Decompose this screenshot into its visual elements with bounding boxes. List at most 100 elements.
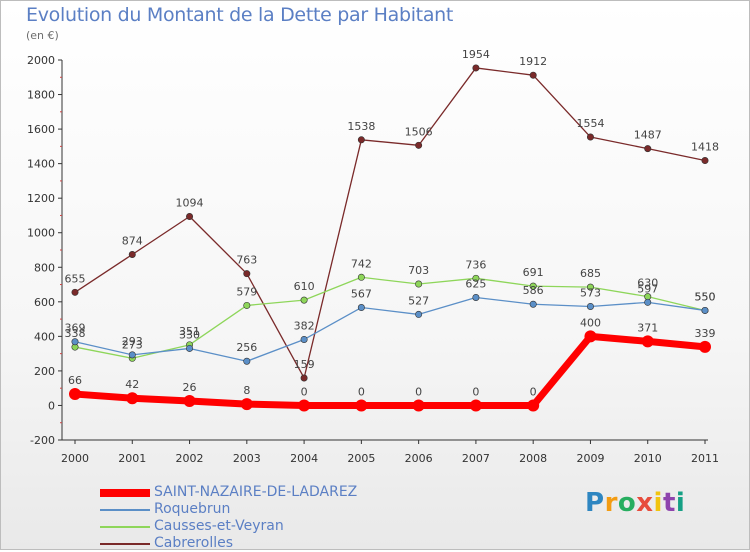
data-point — [412, 399, 425, 412]
x-tick-label: 2010 — [634, 452, 662, 465]
x-tick-label: 2006 — [405, 452, 433, 465]
y-tick-label: 1000 — [27, 227, 55, 240]
logo-letter: x — [636, 488, 654, 518]
data-label: 763 — [236, 254, 257, 267]
data-label: 0 — [530, 385, 537, 398]
legend-label: Roquebrun — [154, 501, 231, 517]
data-label: 330 — [179, 328, 200, 341]
data-point — [415, 310, 423, 318]
data-label: 625 — [465, 278, 486, 291]
logo-letter: r — [604, 488, 618, 518]
x-tick-label: 2008 — [519, 452, 547, 465]
data-point — [527, 399, 540, 412]
data-point — [415, 141, 423, 149]
data-point — [186, 212, 194, 220]
series-line — [74, 276, 706, 359]
x-tick-label: 2004 — [290, 452, 318, 465]
data-label: 273 — [122, 338, 143, 351]
x-tick-label: 2005 — [347, 452, 375, 465]
data-point — [529, 71, 537, 79]
data-point — [240, 398, 253, 411]
y-tick-label: 1600 — [27, 123, 55, 136]
data-label: 736 — [465, 258, 486, 271]
y-tick-label: 2000 — [27, 54, 55, 67]
data-label: 685 — [580, 267, 601, 280]
data-label: 382 — [294, 319, 315, 332]
data-point — [300, 335, 308, 343]
y-tick-label: 1800 — [27, 89, 55, 102]
data-point — [186, 344, 194, 352]
data-point — [701, 306, 709, 314]
y-tick-label: 200 — [34, 365, 55, 378]
data-point — [472, 293, 480, 301]
data-point — [469, 399, 482, 412]
data-label: 256 — [236, 341, 257, 354]
x-tick-label: 2007 — [462, 452, 490, 465]
data-label: 691 — [523, 266, 544, 279]
data-point — [529, 300, 537, 308]
data-label: 1554 — [576, 117, 604, 130]
data-label: 550 — [695, 290, 716, 303]
data-label: 1912 — [519, 55, 547, 68]
y-tick-label: 1200 — [27, 192, 55, 205]
data-point — [415, 280, 423, 288]
data-point — [586, 302, 594, 310]
data-point — [357, 273, 365, 281]
x-tick-label: 2002 — [176, 452, 204, 465]
data-point — [586, 133, 594, 141]
data-label: 0 — [415, 385, 422, 398]
data-label: 655 — [65, 272, 86, 285]
data-point — [243, 301, 251, 309]
data-label: 597 — [637, 282, 658, 295]
data-label: 293 — [122, 335, 143, 348]
data-label: 42 — [125, 378, 139, 391]
data-label: 351 — [179, 325, 200, 338]
legend-swatch — [100, 488, 150, 497]
data-label: 159 — [294, 358, 315, 371]
data-point — [529, 282, 537, 290]
data-label: 550 — [695, 290, 716, 303]
data-point — [243, 270, 251, 278]
series-line — [74, 67, 706, 379]
legend-item: SAINT-NAZAIRE-DE-LADAREZ — [100, 484, 430, 501]
data-point — [300, 296, 308, 304]
legend-label: Cabrerolles — [154, 535, 234, 551]
data-label: 339 — [695, 327, 716, 340]
data-point — [128, 250, 136, 258]
x-tick-label: 2011 — [691, 452, 719, 465]
y-tick-label: 1400 — [27, 158, 55, 171]
y-tick-label: 0 — [48, 399, 55, 412]
data-label: 369 — [65, 322, 86, 335]
data-point — [355, 399, 368, 412]
data-label: 630 — [637, 277, 658, 290]
data-label: 874 — [122, 234, 143, 247]
data-point — [183, 394, 196, 407]
chart-title: Evolution du Montant de la Dette par Hab… — [26, 4, 454, 26]
data-point — [71, 288, 79, 296]
data-label: 1418 — [691, 141, 719, 154]
legend-item: Causses-et-Veyran — [100, 518, 430, 535]
chart-subtitle: (en €) — [26, 29, 59, 42]
data-label: 703 — [408, 264, 429, 277]
data-point — [128, 351, 136, 359]
data-point — [644, 298, 652, 306]
legend: SAINT-NAZAIRE-DE-LADAREZ Roquebrun Causs… — [100, 484, 430, 552]
data-point — [357, 136, 365, 144]
logo-letter: P — [585, 488, 605, 518]
logo-letter: i — [675, 488, 686, 518]
data-label: 8 — [243, 384, 250, 397]
logo-letter: i — [653, 488, 663, 518]
data-point — [243, 357, 251, 365]
data-point — [71, 338, 79, 346]
data-point — [699, 340, 711, 353]
data-point — [69, 388, 81, 401]
data-label: 66 — [68, 374, 82, 387]
data-label: 742 — [351, 257, 372, 270]
series-line — [71, 332, 709, 409]
data-point — [300, 374, 308, 382]
proxiti-logo: Proxiti — [585, 488, 685, 518]
data-label: 0 — [358, 385, 365, 398]
series-line — [74, 296, 706, 362]
x-tick-label: 2000 — [61, 452, 89, 465]
